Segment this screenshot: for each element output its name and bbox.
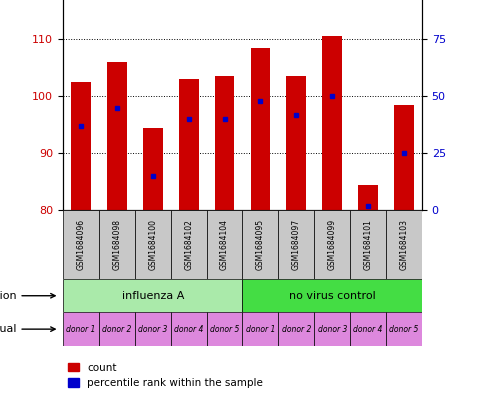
Text: donor 4: donor 4 [174,325,203,334]
Bar [206,210,242,279]
Bar [349,312,385,346]
Bar [242,312,278,346]
Text: donor 5: donor 5 [210,325,239,334]
Bar [170,312,206,346]
Bar [278,312,314,346]
Bar [314,312,349,346]
Bar [107,62,126,210]
Bar [314,210,349,279]
Bar [250,48,270,210]
Text: donor 5: donor 5 [389,325,418,334]
Text: donor 2: donor 2 [281,325,310,334]
Text: GSM1684100: GSM1684100 [148,219,157,270]
Text: GSM1684095: GSM1684095 [256,219,264,270]
Text: donor 3: donor 3 [138,325,167,334]
Bar [322,37,341,210]
Bar [286,76,305,210]
Bar [63,279,242,312]
Text: donor 3: donor 3 [317,325,346,334]
Bar [135,210,170,279]
Bar [385,312,421,346]
Bar [99,312,135,346]
Bar [135,312,170,346]
Text: GSM1684102: GSM1684102 [184,219,193,270]
Text: infection: infection [0,291,55,301]
Text: GSM1684097: GSM1684097 [291,219,300,270]
Bar [242,279,421,312]
Bar [385,210,421,279]
Bar [278,210,314,279]
Bar [63,210,99,279]
Bar [179,79,198,210]
Bar [170,210,206,279]
Bar [63,312,99,346]
Text: influenza A: influenza A [121,291,183,301]
Text: donor 1: donor 1 [66,325,95,334]
Text: donor 1: donor 1 [245,325,274,334]
Text: GSM1684104: GSM1684104 [220,219,228,270]
Text: GSM1684098: GSM1684098 [112,219,121,270]
Bar [71,82,91,210]
Text: donor 4: donor 4 [353,325,382,334]
Bar [206,312,242,346]
Text: no virus control: no virus control [288,291,375,301]
Bar [143,128,162,210]
Bar [349,210,385,279]
Text: GSM1684103: GSM1684103 [399,219,408,270]
Bar [242,210,278,279]
Text: GSM1684099: GSM1684099 [327,219,336,270]
Legend: count, percentile rank within the sample: count, percentile rank within the sample [68,363,262,388]
Text: individual: individual [0,324,55,334]
Text: donor 2: donor 2 [102,325,131,334]
Bar [358,185,377,210]
Text: GSM1684096: GSM1684096 [76,219,85,270]
Text: GSM1684101: GSM1684101 [363,219,372,270]
Bar [214,76,234,210]
Bar [99,210,135,279]
Bar [393,105,413,210]
